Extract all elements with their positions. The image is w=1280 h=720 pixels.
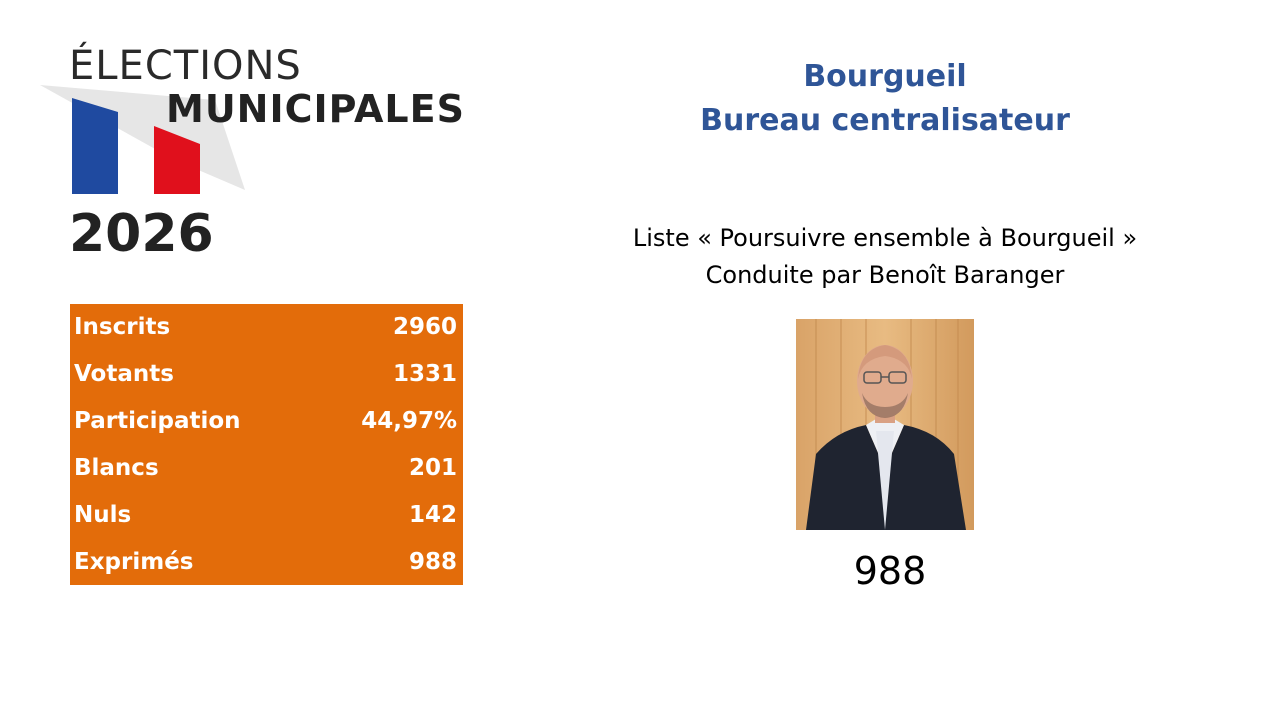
stat-value: 2960 <box>392 314 457 341</box>
candidate-photo <box>796 319 974 530</box>
flag-graphic <box>40 85 245 194</box>
stat-value: 1331 <box>392 361 457 388</box>
table-row: Blancs 201 <box>70 444 463 491</box>
page-title: Bourgueil Bureau centralisateur <box>560 55 1210 143</box>
logo-elections-text: ÉLECTIONS <box>69 43 302 89</box>
stat-label: Blancs <box>74 454 159 481</box>
list-leader: Conduite par Benoît Baranger <box>705 261 1065 289</box>
logo-municipales-text: MUNICIPALES <box>166 87 465 131</box>
list-info: Liste « Poursuivre ensemble à Bourgueil … <box>560 220 1210 294</box>
stat-value: 142 <box>408 501 457 528</box>
table-row: Nuls 142 <box>70 491 463 538</box>
elections-logo: ÉLECTIONS MUNICIPALES 2026 <box>35 40 475 270</box>
logo-year-text: 2026 <box>69 204 214 264</box>
table-row: Participation 44,97% <box>70 398 463 445</box>
stat-label: Inscrits <box>74 314 171 341</box>
table-row: Inscrits 2960 <box>70 304 463 351</box>
table-row: Exprimés 988 <box>70 538 463 585</box>
stat-value: 201 <box>408 454 457 481</box>
list-title: Liste « Poursuivre ensemble à Bourgueil … <box>632 224 1138 252</box>
stat-label: Votants <box>74 361 174 388</box>
commune-name: Bourgueil <box>803 59 967 94</box>
stat-label: Participation <box>74 408 241 435</box>
table-row: Votants 1331 <box>70 351 463 398</box>
results-summary-table: Inscrits 2960 Votants 1331 Participation… <box>70 304 463 585</box>
candidate-votes: 988 <box>853 549 927 593</box>
stat-label: Nuls <box>74 501 132 528</box>
stat-value: 44,97% <box>361 408 457 435</box>
stat-value: 988 <box>408 548 457 575</box>
stat-label: Exprimés <box>74 548 194 575</box>
bureau-name: Bureau centralisateur <box>700 103 1070 138</box>
